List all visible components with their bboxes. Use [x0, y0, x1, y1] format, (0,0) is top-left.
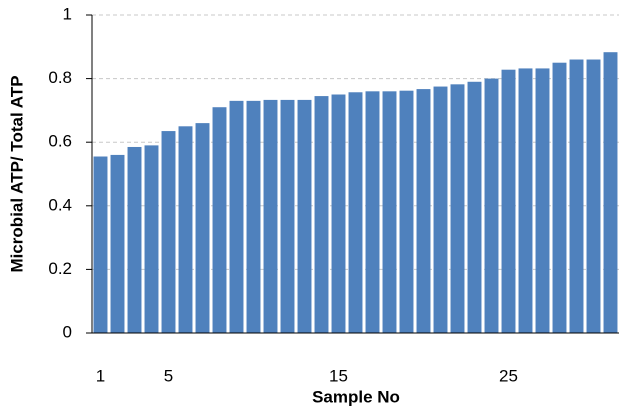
bar — [382, 91, 397, 333]
bar — [433, 86, 448, 333]
bar — [484, 78, 499, 333]
y-tick-label: 0.8 — [48, 68, 72, 87]
bar — [416, 89, 431, 334]
bar — [280, 99, 295, 333]
x-tick-label: 15 — [329, 366, 348, 385]
bar — [518, 68, 533, 333]
x-tick-label: 1 — [96, 366, 105, 385]
bar — [365, 91, 380, 333]
bar — [399, 90, 414, 334]
bar — [127, 146, 142, 333]
y-tick-label: 0.4 — [48, 195, 72, 214]
bar — [246, 100, 261, 333]
bar — [297, 99, 312, 333]
bar — [178, 126, 193, 333]
bar — [569, 59, 584, 334]
x-tick-label: 5 — [164, 366, 173, 385]
bar — [552, 62, 567, 333]
bar — [535, 68, 550, 333]
bar — [110, 154, 125, 333]
bar — [603, 52, 618, 334]
bar — [195, 123, 210, 334]
y-tick-label: 1 — [63, 4, 72, 23]
bar — [212, 107, 227, 333]
bar — [144, 145, 159, 333]
bar — [331, 94, 346, 333]
y-tick-label: 0.6 — [48, 132, 72, 151]
bar — [501, 69, 516, 334]
y-tick-label: 0.2 — [48, 259, 72, 278]
y-axis-title: Microbial ATP/ Total ATP — [7, 75, 26, 272]
x-tick-label: 25 — [499, 366, 518, 385]
bar — [467, 81, 482, 333]
x-axis-title: Sample No — [312, 387, 400, 406]
bar — [93, 156, 108, 333]
bar — [314, 96, 329, 333]
y-tick-label: 0 — [63, 322, 72, 341]
bar — [348, 92, 363, 333]
bar — [450, 84, 465, 333]
bar — [586, 59, 601, 334]
bar — [263, 99, 278, 333]
bar — [161, 131, 176, 333]
bar — [229, 100, 244, 333]
